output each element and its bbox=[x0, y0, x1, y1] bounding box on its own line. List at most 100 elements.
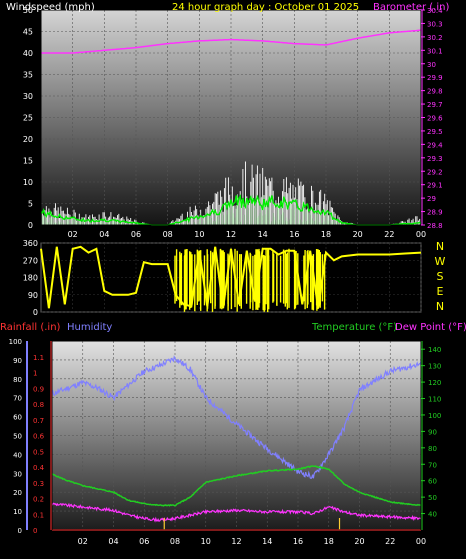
time-tick-label: 06 bbox=[139, 537, 149, 546]
time-tick-label: 10 bbox=[201, 537, 211, 546]
windspeed-axis-label: Windspeed (mph) bbox=[6, 2, 95, 13]
time-tick-label: 02 bbox=[68, 230, 78, 239]
humidity-tick-label: 40 bbox=[13, 451, 22, 459]
windspeed-tick-label: 50 bbox=[23, 6, 33, 15]
compass-label: W bbox=[435, 255, 446, 268]
humidity-tick-label: 100 bbox=[9, 338, 22, 346]
compass-label: N bbox=[436, 240, 444, 253]
humidity-tick-label: 50 bbox=[13, 433, 22, 441]
windspeed-tick-label: 30 bbox=[23, 92, 33, 101]
rainfall-tick-label: 0 bbox=[33, 527, 37, 535]
time-tick-label: 12 bbox=[231, 537, 241, 546]
direction-tick-label: 90 bbox=[28, 291, 38, 300]
rainfall-legend: Rainfall (.in) bbox=[0, 322, 61, 333]
time-tick-label: 18 bbox=[324, 537, 334, 546]
rainfall-tick-label: 0.8 bbox=[33, 401, 44, 409]
barometer-tick-label: 29.6 bbox=[427, 115, 443, 123]
direction-tick-label: 180 bbox=[23, 274, 38, 283]
time-tick-label: 08 bbox=[170, 537, 180, 546]
barometer-tick-label: 29.4 bbox=[427, 141, 443, 149]
humidity-legend: Humidity bbox=[67, 322, 112, 333]
dewpoint-legend: Dew Point (°F) bbox=[395, 322, 466, 333]
time-tick-label: 20 bbox=[354, 537, 364, 546]
temperature-tick-label: 120 bbox=[428, 379, 441, 387]
time-tick-label: 06 bbox=[131, 230, 141, 239]
time-tick-label: 22 bbox=[385, 537, 395, 546]
compass-label: N bbox=[436, 300, 444, 313]
barometer-tick-label: 29.1 bbox=[427, 182, 443, 190]
temperature-tick-label: 80 bbox=[428, 445, 437, 453]
rainfall-tick-label: 1 bbox=[33, 370, 37, 378]
temperature-tick-label: 140 bbox=[428, 346, 441, 354]
windspeed-tick-label: 0 bbox=[28, 221, 33, 230]
humidity-series bbox=[51, 355, 422, 480]
humidity-tick-label: 10 bbox=[13, 508, 22, 516]
direction-tick-label: 0 bbox=[33, 308, 38, 317]
windspeed-tick-label: 35 bbox=[23, 71, 33, 80]
time-tick-label: 16 bbox=[293, 537, 303, 546]
wind-direction-spikes bbox=[174, 248, 326, 312]
windspeed-tick-label: 5 bbox=[28, 200, 33, 209]
barometer-tick-label: 30 bbox=[427, 61, 436, 69]
time-tick-label: 00 bbox=[416, 537, 426, 546]
time-tick-label: 14 bbox=[262, 537, 272, 546]
compass-label: S bbox=[437, 270, 444, 283]
chart-title: 24 hour graph day : October 01 2025 bbox=[172, 2, 359, 13]
barometer-tick-label: 29.2 bbox=[427, 168, 443, 176]
rainfall-tick-label: 0.7 bbox=[33, 417, 44, 425]
barometer-tick-label: 29.5 bbox=[427, 128, 443, 136]
barometer-tick-label: 29.9 bbox=[427, 74, 443, 82]
time-tick-label: 22 bbox=[384, 230, 394, 239]
barometer-tick-label: 28.8 bbox=[427, 222, 443, 230]
rainfall-tick-label: 0.6 bbox=[33, 433, 45, 441]
temperature-legend: Temperature (°F) bbox=[311, 322, 397, 333]
windspeed-tick-label: 25 bbox=[23, 114, 33, 123]
rainfall-tick-label: 0.5 bbox=[33, 448, 44, 456]
humidity-tick-label: 0 bbox=[18, 527, 22, 535]
humidity-tick-label: 90 bbox=[13, 357, 22, 365]
time-tick-label: 02 bbox=[78, 537, 88, 546]
time-tick-label: 04 bbox=[108, 537, 118, 546]
barometer-tick-label: 30.2 bbox=[427, 34, 443, 42]
direction-tick-label: 360 bbox=[23, 239, 38, 248]
rainfall-tick-label: 0.3 bbox=[33, 480, 44, 488]
dewpoint-series bbox=[51, 502, 422, 523]
time-tick-label: 14 bbox=[258, 230, 268, 239]
time-tick-label: 16 bbox=[289, 230, 299, 239]
humidity-tick-label: 80 bbox=[13, 376, 22, 384]
barometer-tick-label: 28.9 bbox=[427, 209, 443, 217]
time-tick-label: 04 bbox=[99, 230, 109, 239]
direction-tick-label: 270 bbox=[23, 256, 38, 265]
windspeed-tick-label: 45 bbox=[23, 28, 33, 37]
temperature-tick-label: 90 bbox=[428, 428, 437, 436]
time-tick-label: 10 bbox=[194, 230, 204, 239]
barometer-series bbox=[41, 29, 422, 54]
rainfall-tick-label: 0.4 bbox=[33, 464, 45, 472]
windspeed-tick-label: 15 bbox=[23, 157, 33, 166]
temperature-tick-label: 40 bbox=[428, 511, 437, 519]
time-tick-label: 20 bbox=[353, 230, 363, 239]
humidity-tick-label: 70 bbox=[13, 395, 22, 403]
time-tick-label: 18 bbox=[321, 230, 331, 239]
temperature-tick-label: 60 bbox=[428, 478, 437, 486]
temperature-tick-label: 70 bbox=[428, 461, 437, 469]
rainfall-tick-label: 1.1 bbox=[33, 354, 44, 362]
windspeed-tick-label: 20 bbox=[23, 135, 33, 144]
barometer-tick-label: 29.3 bbox=[427, 155, 443, 163]
rainfall-tick-label: 0.2 bbox=[33, 496, 44, 504]
temperature-tick-label: 100 bbox=[428, 412, 441, 420]
barometer-tick-label: 29.7 bbox=[427, 101, 443, 109]
compass-label: E bbox=[437, 285, 444, 298]
barometer-tick-label: 30.4 bbox=[427, 7, 443, 15]
barometer-tick-label: 30.3 bbox=[427, 20, 443, 28]
humidity-tick-label: 20 bbox=[13, 489, 22, 497]
barometer-tick-label: 30.1 bbox=[427, 47, 443, 55]
time-tick-label: 08 bbox=[163, 230, 173, 239]
windspeed-tick-label: 40 bbox=[23, 49, 33, 58]
barometer-tick-label: 29 bbox=[427, 195, 436, 203]
barometer-tick-label: 29.8 bbox=[427, 88, 443, 96]
rainfall-tick-label: 0.1 bbox=[33, 511, 44, 519]
humidity-tick-label: 30 bbox=[13, 470, 22, 478]
